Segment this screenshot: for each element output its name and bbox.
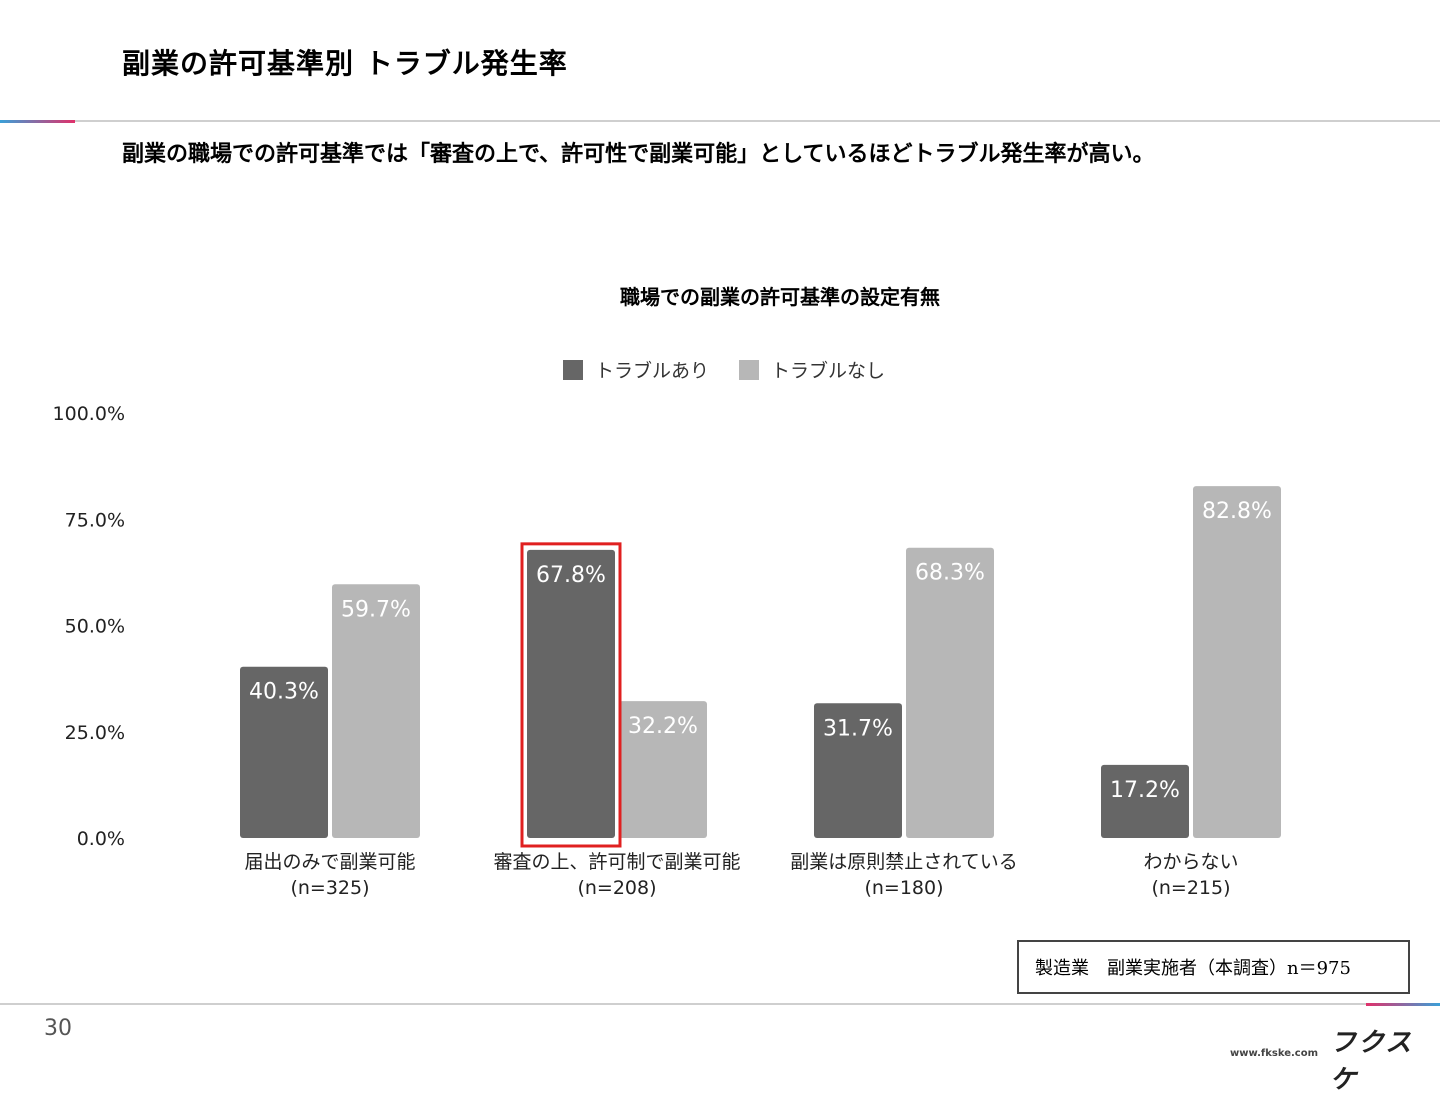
y-tick-label: 50.0%	[65, 616, 125, 638]
y-tick-label: 75.0%	[65, 509, 125, 531]
legend-label-trouble-yes: トラブルあり	[595, 360, 710, 382]
header-divider-accent	[0, 120, 75, 123]
bar-trouble-no-3	[1193, 486, 1281, 838]
data-label: 59.7%	[341, 597, 411, 622]
chart-title: 職場での副業の許可基準の設定有無	[620, 285, 940, 309]
data-label: 68.3%	[915, 561, 985, 586]
data-label: 67.8%	[536, 563, 606, 588]
data-label: 32.2%	[628, 714, 698, 739]
data-label: 82.8%	[1202, 499, 1272, 524]
legend-label-trouble-no: トラブルなし	[771, 360, 886, 382]
bar-chart: 0.0% 25.0% 50.0% 75.0% 100.0% 40.3% 59.7% 届出のみで…	[53, 403, 1281, 899]
highlight-box	[520, 542, 622, 848]
x-category-n: (n=215)	[1151, 877, 1230, 899]
sample-note: 製造業 副業実施者（本調査）n＝975	[1017, 940, 1410, 994]
bar-trouble-yes-3	[1101, 764, 1189, 838]
x-category-label: 副業は原則禁止されている	[790, 851, 1017, 873]
bar-trouble-no-2	[906, 547, 994, 838]
bar-trouble-yes-1	[527, 549, 615, 838]
chart-legend: トラブルあり トラブルなし	[563, 356, 915, 383]
data-label: 40.3%	[249, 680, 319, 705]
header-divider	[0, 120, 1440, 122]
x-category-n: (n=180)	[864, 877, 943, 899]
x-category-label: 審査の上、許可制で副業可能	[493, 851, 740, 873]
data-label: 31.7%	[823, 716, 893, 741]
legend-item-trouble-yes: トラブルあり	[563, 356, 709, 383]
x-category-label: わからない	[1143, 851, 1238, 873]
legend-item-trouble-no: トラブルなし	[739, 356, 885, 383]
x-category-n: (n=325)	[290, 877, 369, 899]
legend-swatch-trouble-no	[739, 359, 760, 380]
page-title: 副業の許可基準別 トラブル発生率	[122, 47, 568, 80]
footer-divider	[0, 1003, 1440, 1005]
bar-trouble-yes-2	[814, 703, 902, 838]
page-number: 30	[44, 1016, 72, 1041]
company-logo: フクスケ	[1330, 1028, 1414, 1095]
legend-swatch-trouble-yes	[563, 359, 583, 380]
data-label: 17.2%	[1110, 778, 1180, 803]
bar-trouble-no-0	[332, 584, 420, 838]
bar-trouble-yes-0	[240, 666, 328, 838]
y-tick-label: 25.0%	[65, 722, 125, 744]
y-tick-label: 0.0%	[77, 828, 125, 850]
footer-divider-accent	[1366, 1003, 1440, 1006]
y-tick-label: 100.0%	[53, 403, 125, 425]
company-url: www.fkske.com	[1230, 1048, 1319, 1059]
bar-trouble-no-1	[619, 701, 707, 838]
x-category-n: (n=208)	[577, 877, 656, 899]
lead-text: 副業の職場での許可基準では「審査の上で、許可性で副業可能」としているほどトラブル…	[122, 141, 1155, 167]
x-category-label: 届出のみで副業可能	[244, 851, 415, 873]
